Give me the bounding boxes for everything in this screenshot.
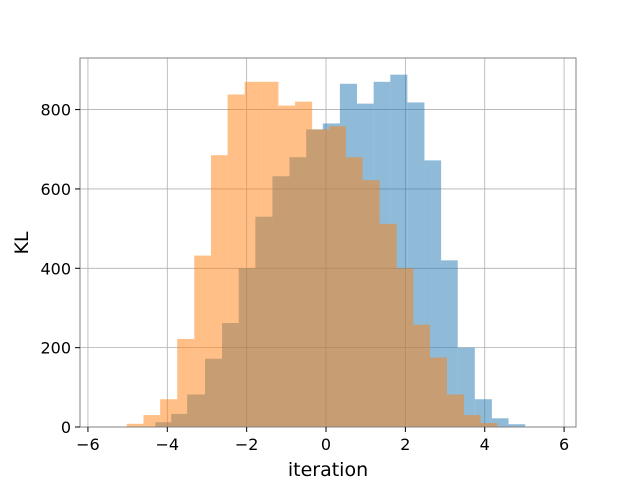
histogram-bar-series-1 [508,424,526,427]
histogram-bar-series-2 [312,129,330,427]
histogram-bars [126,74,526,428]
histogram-bar-series-2 [143,415,161,427]
y-tick-label: 0 [61,418,71,437]
histogram-bar-series-2 [396,268,414,427]
histogram-bar-series-2 [244,81,262,427]
histogram-bar-series-2 [210,155,228,428]
y-tick-label: 600 [40,180,71,199]
x-tick-label: 6 [559,435,569,454]
histogram-bar-series-2 [429,357,448,427]
histogram-bar-series-2 [329,126,346,427]
x-axis-label: iteration [288,459,368,480]
x-tick-label: −6 [76,435,100,454]
axis-ticks: −6 −4 −2 0 2 4 6 0 200 400 600 800 [40,101,569,454]
histogram-bar-series-2 [447,394,465,427]
histogram-bar-series-2 [160,399,178,427]
histogram-bar-series-2 [261,81,279,427]
histogram-bar-series-2 [177,338,195,427]
histogram-bar-series-2 [295,101,313,427]
histogram-bar-series-1 [491,418,509,427]
x-tick-label: 2 [400,435,410,454]
y-tick-label: 400 [40,259,71,278]
histogram-bar-series-2 [480,423,498,427]
x-tick-label: 4 [480,435,490,454]
y-tick-label: 800 [40,101,71,120]
x-tick-label: 0 [321,435,331,454]
histogram-bar-series-2 [464,415,481,427]
histogram-bar-series-2 [227,94,245,427]
plot-frame [79,57,577,428]
histogram-bar-series-2 [362,180,380,427]
y-axis-label: KL [11,231,33,254]
histogram-bar-series-2 [413,324,430,427]
histogram-bar-series-2 [278,105,296,427]
histogram-bar-series-2 [126,423,144,427]
x-tick-label: −2 [235,435,259,454]
histogram-bar-series-2 [379,223,397,427]
histogram-bar-series-2 [345,157,363,427]
y-tick-label: 200 [40,339,71,358]
histogram-bar-series-2 [194,255,211,427]
x-tick-label: −4 [155,435,179,454]
